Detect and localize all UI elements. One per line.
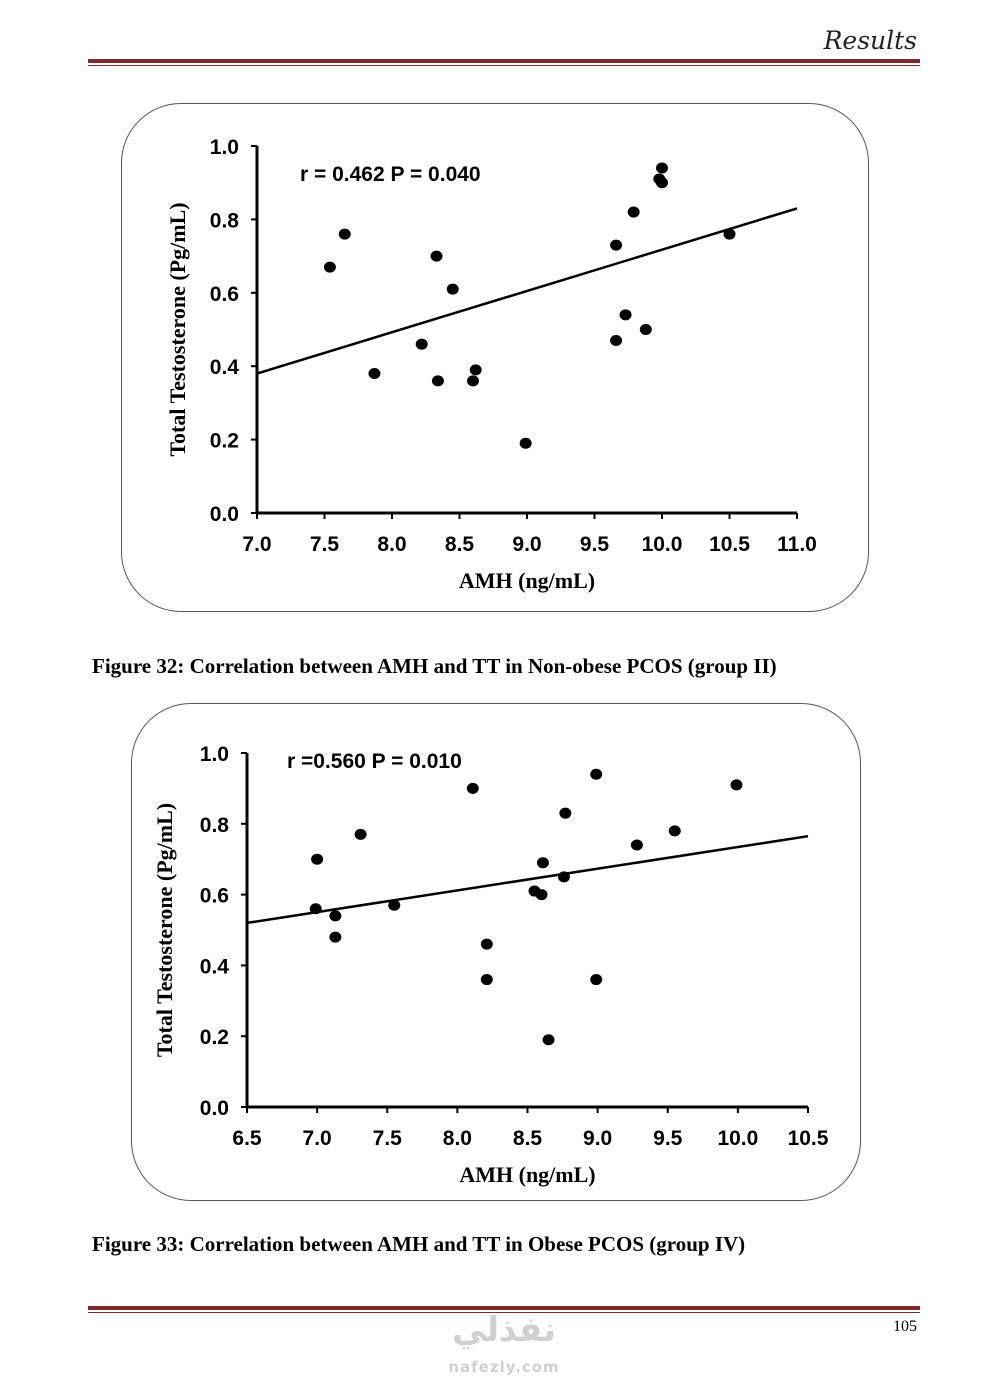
- data-point: [446, 283, 459, 295]
- page-number: 105: [893, 1318, 917, 1335]
- data-point: [469, 364, 482, 376]
- correlation-annotation: r = 0.462 P = 0.040: [300, 163, 481, 186]
- trendline: [256, 207, 798, 375]
- data-point: [519, 437, 532, 449]
- data-point: [619, 309, 632, 321]
- x-tick-label: 11.0: [777, 533, 817, 556]
- data-point: [656, 162, 668, 174]
- header-rule-thick: [88, 59, 920, 63]
- data-point: [431, 375, 444, 387]
- watermark-arabic: نفذلي: [451, 1310, 557, 1350]
- data-point: [323, 261, 336, 273]
- y-tick-label: 0.8: [210, 209, 240, 232]
- watermark-latin: nafezly.com: [448, 1358, 560, 1376]
- data-point: [610, 239, 623, 251]
- x-tick-label: 10.0: [642, 533, 683, 556]
- x-tick-label: 9.0: [512, 533, 541, 556]
- data-point: [467, 375, 479, 387]
- x-tick-label: 8.5: [445, 533, 475, 556]
- data-point: [627, 206, 640, 218]
- chart-frame-1: [121, 103, 869, 612]
- y-tick-label: 0.0: [210, 503, 239, 526]
- y-tick-label: 0.2: [210, 430, 239, 453]
- y-tick-label: 1.0: [210, 136, 239, 159]
- data-point: [656, 177, 668, 189]
- section-title: Results: [823, 26, 917, 55]
- x-tick-label: 9.5: [580, 533, 610, 556]
- x-tick-label: 7.0: [242, 533, 271, 556]
- x-axis-title: AMH (ng/mL): [459, 568, 595, 593]
- data-point: [610, 335, 623, 347]
- y-tick-label: 0.4: [210, 356, 240, 379]
- chart-frame-2: [131, 703, 861, 1201]
- data-point: [723, 228, 736, 240]
- data-point: [430, 250, 443, 262]
- footer-rule-thin: [88, 1312, 920, 1313]
- data-point: [338, 228, 351, 240]
- figure-caption-32: Figure 32: Correlation between AMH and T…: [92, 654, 777, 678]
- x-tick-label: 10.5: [709, 533, 750, 556]
- y-tick-label: 0.6: [210, 283, 239, 306]
- x-tick-label: 7.5: [310, 533, 340, 556]
- y-axis-title: Total Testosterone (Pg/mL): [165, 202, 190, 456]
- x-tick-label: 8.0: [377, 533, 406, 556]
- figure-caption-33: Figure 33: Correlation between AMH and T…: [92, 1232, 746, 1256]
- footer-rule-thick: [88, 1306, 920, 1310]
- data-point: [415, 338, 428, 350]
- header-rule-thin: [88, 65, 920, 66]
- data-point: [639, 324, 652, 335]
- data-point: [368, 368, 381, 380]
